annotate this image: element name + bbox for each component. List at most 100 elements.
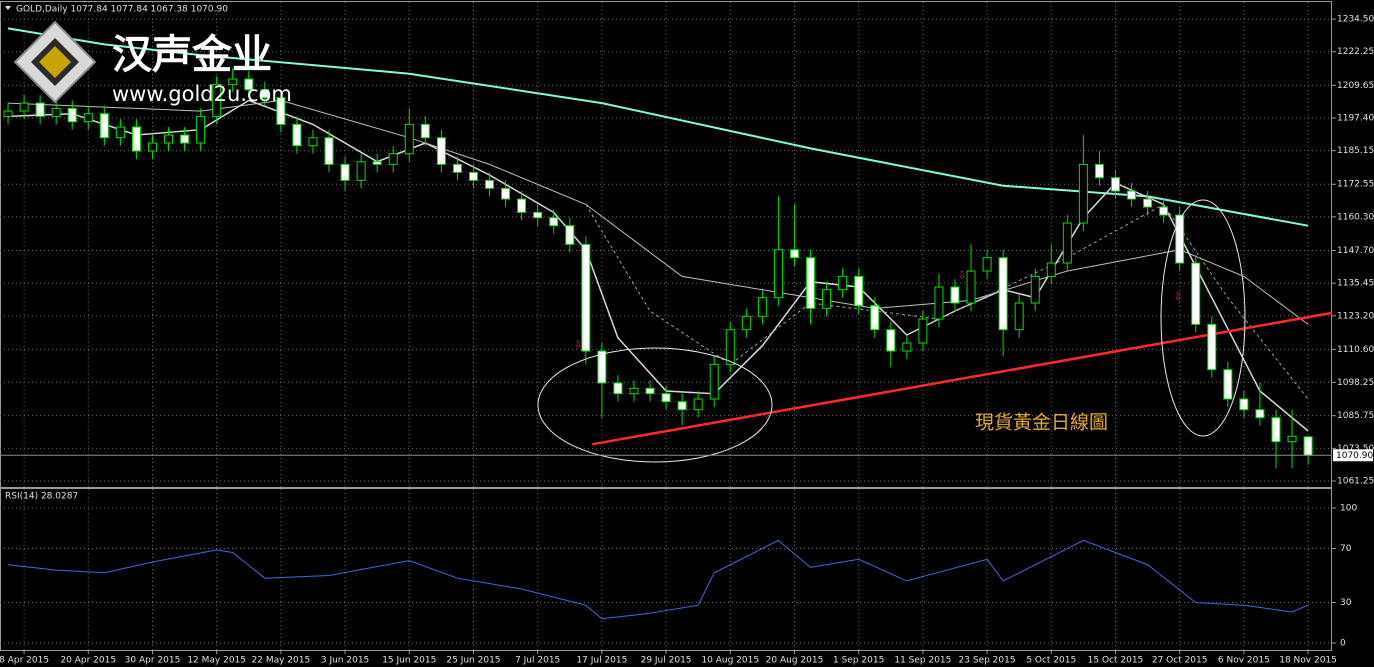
moving-average (7, 27, 1309, 227)
candle-body (1014, 302, 1024, 331)
y-tick-label: 1197.40 (1337, 113, 1374, 123)
candle-body (1223, 369, 1233, 400)
candle-body (51, 107, 61, 117)
x-tick-label: 7 Jul 2015 (515, 656, 560, 666)
candle-body (452, 163, 462, 173)
y-tick-label: 1135.45 (1337, 279, 1374, 289)
y-tick-label: 1110.60 (1337, 345, 1374, 355)
candle-body (533, 211, 543, 219)
candle-body (581, 243, 591, 352)
x-tick-label: 30 Apr 2015 (125, 656, 181, 666)
x-tick-label: 12 May 2015 (187, 656, 246, 666)
candle-body (340, 163, 350, 181)
x-tick-label: 15 Oct 2015 (1088, 656, 1144, 666)
candle-body (501, 187, 511, 200)
rsi-line (7, 539, 1309, 620)
y-tick-label: 1234.50 (1337, 15, 1374, 25)
signal-marker: ⇩ (1173, 290, 1182, 303)
candle-body (918, 318, 928, 344)
candle-body (115, 126, 125, 139)
candle-body (196, 115, 206, 144)
highlight-ellipse (537, 347, 773, 463)
candle-body (1110, 177, 1120, 192)
y-tick-label: 70 (1340, 544, 1352, 554)
logo: 汉声金业 www.gold2u.com (13, 20, 292, 106)
candle-body (324, 137, 334, 165)
candle-body (485, 179, 495, 189)
candle-body (934, 286, 944, 320)
candle-body (260, 89, 270, 99)
candle-body (565, 225, 575, 245)
candle-body (3, 110, 13, 117)
decorations: ⇩ ⇩ ⇩ (537, 199, 1246, 463)
signal-marker: ⇩ (573, 338, 582, 351)
y-tick-label: 1123.20 (1337, 311, 1374, 321)
candle-body (597, 350, 607, 384)
candle-body (773, 249, 783, 299)
x-tick-label: 20 Apr 2015 (60, 656, 116, 666)
indicator-label: RSI(14) 28.0287 (5, 492, 78, 502)
candle-body (822, 289, 832, 309)
moving-average (7, 99, 1309, 325)
candle-body (388, 153, 398, 165)
x-tick-label: 25 Jun 2015 (446, 656, 500, 666)
x-tick-label: 27 Oct 2015 (1152, 656, 1208, 666)
candle-body (244, 78, 254, 91)
logo-url: www.gold2u.com (112, 82, 292, 106)
x-tick-label: 17 Jul 2015 (576, 656, 627, 666)
candle-body (789, 249, 799, 259)
x-tick-label: 23 Sep 2015 (959, 656, 1016, 666)
candle-body (83, 113, 93, 123)
logo-title: 汉声金业 (112, 32, 272, 78)
candle-body (292, 123, 302, 147)
y-tick-label: 1061.25 (1337, 477, 1374, 487)
caption: 現貨黃金日線圖 (975, 412, 1108, 434)
candle-body (982, 257, 992, 272)
candle-body (1094, 163, 1104, 179)
candle-body (1175, 214, 1185, 264)
price-label: 1070.90 (1336, 451, 1373, 461)
candle-body (613, 382, 623, 395)
candle-body (693, 398, 703, 411)
candle-body (950, 286, 960, 304)
y-tick-label: 1160.30 (1337, 212, 1374, 222)
candle-body (661, 393, 671, 403)
main-pane-border (0, 1, 1332, 488)
x-tick-label: 29 Jul 2015 (641, 656, 692, 666)
y-tick-label: 1222.25 (1337, 47, 1374, 57)
candle-body (902, 342, 912, 352)
candle-body (854, 275, 864, 307)
x-tick-label: 11 Sep 2015 (894, 656, 951, 666)
candle-body (19, 102, 29, 112)
candle-body (709, 363, 719, 400)
x-tick-label: 3 Jun 2015 (321, 656, 369, 666)
candle-body (1159, 206, 1169, 216)
candle-body (1143, 198, 1153, 208)
candle-body (228, 78, 238, 85)
x-tick-label: 8 Apr 2015 (0, 656, 49, 666)
y-tick-label: 1098.25 (1337, 378, 1374, 388)
y-tick-label: 0 (1340, 639, 1346, 649)
candle-body (838, 275, 848, 291)
y-tick-label: 30 (1340, 598, 1352, 608)
candle-layer (3, 68, 1313, 469)
candle-body (998, 257, 1008, 331)
candle-body (67, 107, 77, 123)
candle-body (35, 102, 45, 117)
candle-body (1303, 436, 1313, 456)
grid-layer (0, 2, 1332, 650)
x-tick-label: 18 Nov 2015 (1279, 656, 1337, 666)
logo-diamond-core (39, 46, 71, 78)
signal-marker: ⇩ (957, 269, 966, 282)
candle-body (1062, 222, 1072, 264)
price-label-box (1333, 449, 1373, 462)
candle-body (870, 305, 880, 331)
x-tick-label: 15 Jun 2015 (382, 656, 436, 666)
candle-body (645, 387, 655, 395)
candle-body (356, 161, 366, 181)
candle-body (212, 83, 222, 117)
y-tick-label: 1209.65 (1337, 81, 1374, 91)
candle-body (164, 134, 174, 144)
